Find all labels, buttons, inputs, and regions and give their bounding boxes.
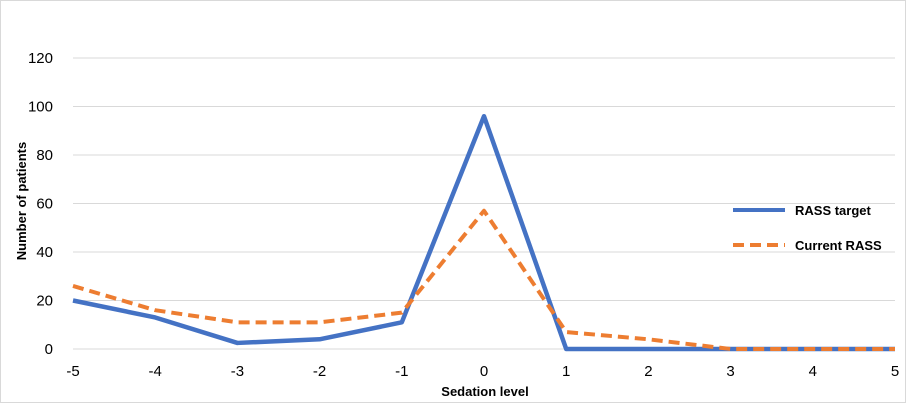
x-tick-label: 0 — [480, 363, 488, 380]
x-tick-label: 4 — [809, 363, 817, 380]
x-tick-label: -3 — [231, 363, 244, 380]
y-tick-label: 40 — [36, 244, 53, 261]
x-tick-label: 2 — [644, 363, 652, 380]
y-tick-labels: 0 20 40 60 80 100 120 — [28, 50, 53, 358]
x-tick-labels: -5 -4 -3 -2 -1 0 1 2 3 4 5 — [66, 363, 899, 380]
y-tick-label: 20 — [36, 293, 53, 310]
legend: RASS target Current RASS — [733, 203, 882, 253]
legend-label: RASS target — [795, 203, 872, 218]
series-lines — [72, 113, 895, 352]
x-tick-label: -2 — [313, 363, 326, 380]
x-axis-title: Sedation level — [441, 384, 528, 399]
y-tick-label: 100 — [28, 99, 53, 116]
x-tick-label: 3 — [726, 363, 734, 380]
x-tick-label: 5 — [891, 363, 899, 380]
x-tick-label: -1 — [395, 363, 408, 380]
series-line-rass-target — [72, 113, 895, 352]
series-line-current-rass — [72, 208, 895, 351]
y-tick-label: 80 — [36, 147, 53, 164]
y-axis-title: Number of patients — [14, 142, 29, 260]
gridlines — [73, 57, 895, 350]
x-tick-label: 1 — [562, 363, 570, 380]
x-tick-label: -5 — [66, 363, 79, 380]
y-tick-label: 60 — [36, 196, 53, 213]
y-tick-label: 0 — [45, 341, 53, 358]
legend-label: Current RASS — [795, 238, 882, 253]
x-tick-label: -4 — [149, 363, 162, 380]
y-tick-label: 120 — [28, 50, 53, 67]
